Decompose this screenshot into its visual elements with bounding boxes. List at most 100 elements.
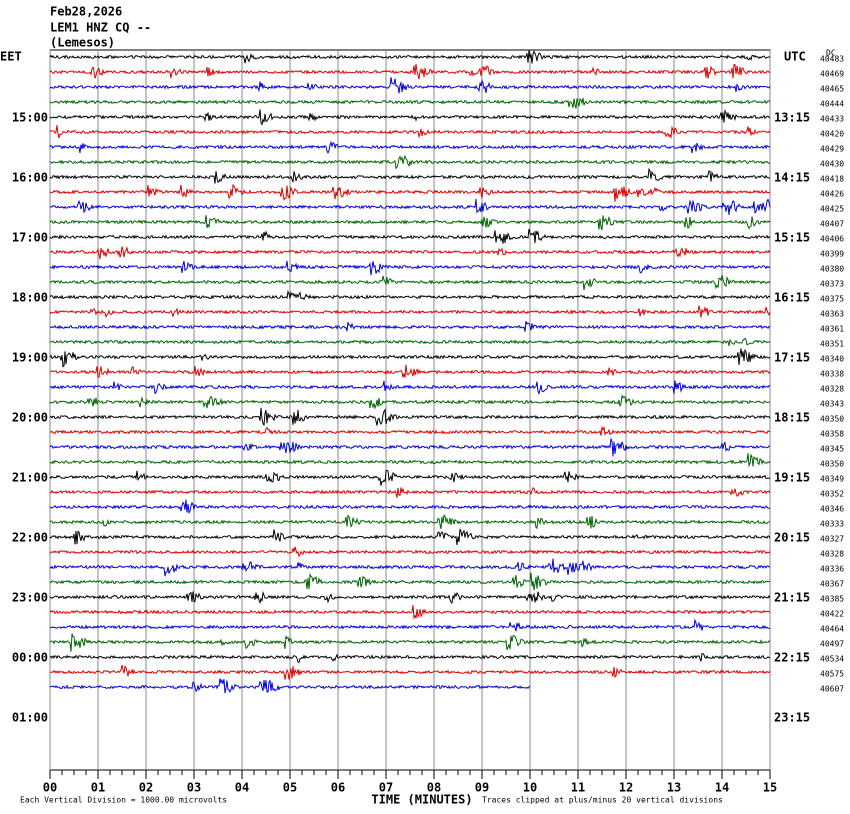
dc-value: 40465 bbox=[820, 85, 844, 94]
trace bbox=[49, 228, 771, 244]
trace bbox=[49, 140, 771, 155]
x-tick-label: 11 bbox=[571, 781, 585, 795]
dc-value: 40497 bbox=[820, 640, 844, 649]
dc-value: 40352 bbox=[820, 490, 844, 499]
dc-label: DC bbox=[826, 49, 836, 58]
trace bbox=[50, 337, 771, 347]
dc-value: 40426 bbox=[820, 190, 844, 199]
dc-value: 40420 bbox=[820, 130, 844, 139]
trace bbox=[49, 453, 771, 468]
dc-value: 40375 bbox=[820, 295, 844, 304]
left-time: 20:00 bbox=[12, 411, 48, 425]
trace bbox=[49, 167, 771, 184]
dc-value: 40328 bbox=[820, 385, 844, 394]
dc-value: 40340 bbox=[820, 355, 844, 364]
trace bbox=[49, 289, 771, 301]
dc-value: 40346 bbox=[820, 505, 844, 514]
trace bbox=[49, 183, 771, 202]
left-time: 18:00 bbox=[12, 291, 48, 305]
trace bbox=[49, 274, 771, 291]
trace bbox=[49, 260, 771, 276]
dc-value: 40345 bbox=[820, 445, 844, 454]
left-time: 22:00 bbox=[12, 531, 48, 545]
dc-value: 40425 bbox=[820, 205, 844, 214]
dc-value: 40327 bbox=[820, 535, 844, 544]
dc-value: 40380 bbox=[820, 265, 844, 274]
trace bbox=[49, 618, 771, 632]
left-time: 15:00 bbox=[12, 111, 48, 125]
dc-value: 40407 bbox=[820, 220, 844, 229]
x-tick-label: 06 bbox=[331, 781, 345, 795]
trace bbox=[49, 305, 771, 319]
dc-value: 40343 bbox=[820, 400, 844, 409]
left-time: 00:00 bbox=[12, 651, 48, 665]
trace bbox=[49, 364, 771, 379]
right-time: 15:15 bbox=[774, 231, 810, 245]
trace bbox=[49, 528, 771, 545]
station: LEM1 HNZ CQ -- bbox=[50, 21, 151, 35]
dc-value: 40534 bbox=[820, 655, 844, 664]
dc-value: 40361 bbox=[820, 325, 844, 334]
left-time: 16:00 bbox=[12, 171, 48, 185]
plot-frame bbox=[49, 49, 771, 771]
x-tick-label: 15 bbox=[763, 781, 777, 795]
dc-value: 40483 bbox=[820, 55, 844, 64]
x-tick-label: 01 bbox=[91, 781, 105, 795]
x-tick-label: 03 bbox=[187, 781, 201, 795]
trace bbox=[49, 605, 771, 620]
trace bbox=[49, 97, 771, 109]
trace bbox=[49, 108, 771, 126]
left-time: 01:00 bbox=[12, 711, 48, 725]
x-tick-label: 13 bbox=[667, 781, 681, 795]
trace bbox=[49, 348, 771, 368]
dc-value: 40328 bbox=[820, 550, 844, 559]
dc-value: 40430 bbox=[820, 160, 844, 169]
trace bbox=[49, 653, 771, 664]
dc-value: 40373 bbox=[820, 280, 844, 289]
trace bbox=[50, 154, 771, 170]
trace bbox=[49, 590, 771, 605]
dc-value: 40333 bbox=[820, 520, 844, 529]
right-zone: UTC bbox=[784, 50, 806, 64]
dc-value: 40444 bbox=[820, 100, 844, 109]
x-tick-label: 12 bbox=[619, 781, 633, 795]
x-tick-label: 05 bbox=[283, 781, 297, 795]
dc-value: 40406 bbox=[820, 235, 844, 244]
dc-value: 40469 bbox=[820, 70, 844, 79]
trace bbox=[49, 246, 771, 260]
x-tick-label: 08 bbox=[427, 781, 441, 795]
trace bbox=[49, 321, 771, 332]
trace bbox=[49, 487, 771, 498]
trace bbox=[49, 50, 771, 64]
x-tick-label: 00 bbox=[43, 781, 57, 795]
x-tick-label: 14 bbox=[715, 781, 729, 795]
location: (Lemesos) bbox=[50, 36, 115, 50]
trace bbox=[49, 214, 771, 231]
dc-value: 40351 bbox=[820, 340, 844, 349]
trace bbox=[49, 407, 771, 427]
x-axis-label: TIME (MINUTES) bbox=[371, 793, 472, 807]
dc-value: 40385 bbox=[820, 595, 844, 604]
dc-value: 40399 bbox=[820, 250, 844, 259]
scale-note: Each Vertical Division = 1000.00 microvo… bbox=[20, 796, 227, 805]
left-time: 19:00 bbox=[12, 351, 48, 365]
right-time: 16:15 bbox=[774, 291, 810, 305]
clip-note: Traces clipped at plus/minus 20 vertical… bbox=[482, 796, 723, 805]
trace bbox=[50, 425, 771, 437]
right-time: 21:15 bbox=[774, 591, 810, 605]
x-tick-label: 07 bbox=[379, 781, 393, 795]
trace bbox=[49, 394, 771, 410]
trace bbox=[49, 469, 770, 486]
dc-value: 40349 bbox=[820, 475, 844, 484]
dc-value: 40358 bbox=[820, 430, 844, 439]
trace bbox=[49, 125, 771, 140]
trace bbox=[49, 380, 771, 395]
trace bbox=[49, 678, 531, 694]
dc-value: 40464 bbox=[820, 625, 844, 634]
trace bbox=[49, 198, 771, 216]
dc-value: 40422 bbox=[820, 610, 844, 619]
dc-value: 40367 bbox=[820, 580, 844, 589]
dc-value: 40607 bbox=[820, 685, 844, 694]
right-time: 14:15 bbox=[774, 171, 810, 185]
right-time: 19:15 bbox=[774, 471, 810, 485]
